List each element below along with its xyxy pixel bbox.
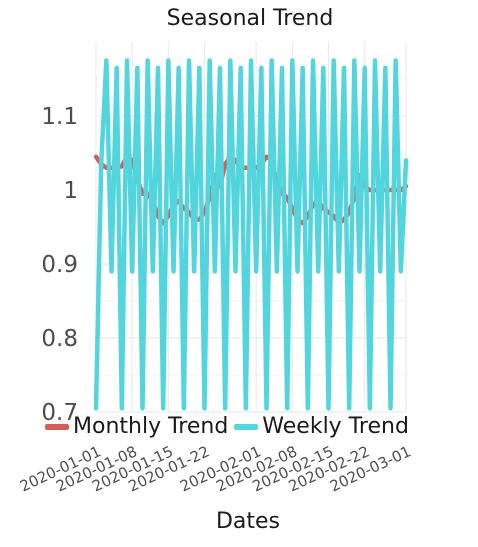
y-tick-label: 0.9 (41, 252, 78, 278)
chart-title: Seasonal Trend (166, 6, 334, 31)
legend: Monthly Trend Weekly Trend (45, 414, 415, 439)
legend-swatch-weekly (234, 423, 259, 430)
series-line-weekly (93, 58, 409, 411)
y-tick-label: 1 (63, 178, 78, 204)
legend-item-weekly: Weekly Trend (234, 414, 409, 439)
y-tick-label: 0.8 (41, 326, 78, 352)
legend-label-weekly: Weekly Trend (262, 414, 409, 439)
y-tick-label: 0.7 (41, 400, 78, 426)
legend-label-monthly: Monthly Trend (73, 414, 229, 439)
y-tick-label: 1.1 (41, 104, 78, 130)
x-axis-label: Dates (215, 509, 281, 534)
legend-swatch-monthly (45, 423, 69, 430)
legend-item-monthly: Monthly Trend (45, 414, 228, 439)
